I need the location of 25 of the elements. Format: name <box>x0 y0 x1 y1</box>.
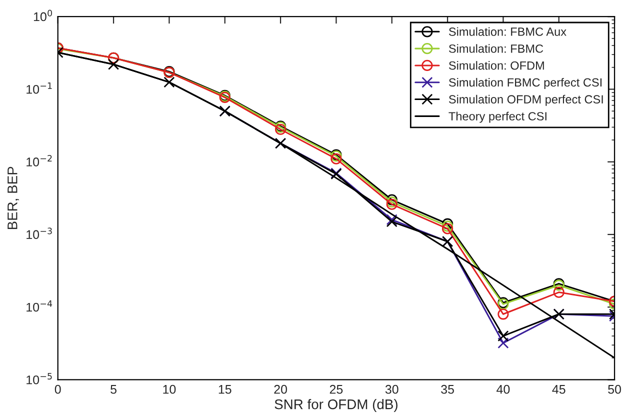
y-tick-label: 10$^{−1}$ <box>26 82 52 94</box>
legend-label: Simulation: FBMC Aux <box>448 27 566 36</box>
x-tick-label: 0 <box>54 384 61 394</box>
x-axis-title: SNR for OFDM (dB) <box>274 399 398 412</box>
x-tick-label: 15 <box>218 385 232 394</box>
legend-label: Simulation FBMC perfect CSI <box>448 78 602 89</box>
legend-label: Simulation: OFDM <box>448 61 544 70</box>
y-tick-label: 10$^{−5}$ <box>26 373 52 384</box>
y-tick-label: 10$^{−3}$ <box>26 228 52 240</box>
x-tick-label: 5 <box>110 385 116 394</box>
y-axis-title: BER, BEP <box>8 166 19 230</box>
y-tick-label: 10$^{−4}$ <box>26 300 52 312</box>
x-tick-label: 20 <box>274 384 287 394</box>
x-tick-label: 10 <box>163 384 176 394</box>
x-tick-label: 50 <box>608 384 621 394</box>
legend-label: Theory perfect CSI <box>448 112 546 123</box>
x-tick-label: 45 <box>552 385 566 394</box>
y-tick-label: 10$^{0}$ <box>34 10 52 22</box>
x-tick-label: 25 <box>330 384 343 394</box>
x-tick-label: 35 <box>441 384 454 394</box>
legend-label: Simulation OFDM perfect CSI <box>448 94 603 106</box>
x-tick-label: 40 <box>496 384 510 394</box>
x-tick-label: 30 <box>385 384 398 394</box>
legend-label: Simulation: FBMC <box>448 44 544 53</box>
y-tick-label: 10$^{−2}$ <box>26 155 52 166</box>
